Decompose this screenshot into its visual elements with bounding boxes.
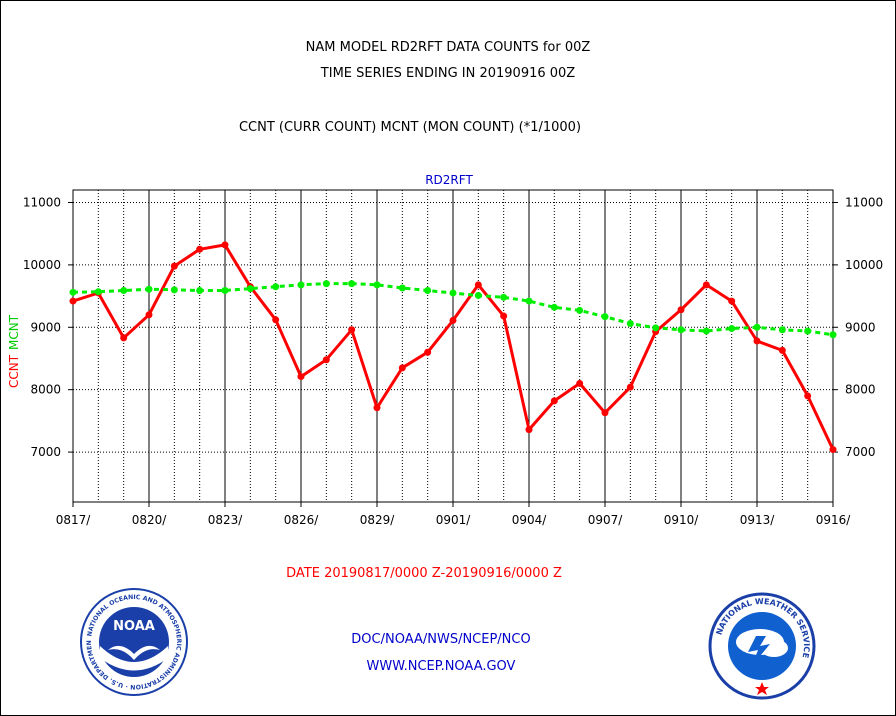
data-point-ccnt bbox=[170, 262, 178, 270]
data-point-ccnt bbox=[677, 306, 685, 314]
data-point-mcnt bbox=[753, 323, 761, 331]
data-point-mcnt bbox=[525, 297, 533, 305]
data-point-mcnt bbox=[424, 286, 432, 294]
axes: 7000 7000 8000 8000 9000 9000 10000 10000 11000 1… bbox=[23, 189, 883, 527]
data-point-ccnt bbox=[449, 316, 457, 324]
series-layer bbox=[69, 241, 837, 454]
x-tick-label: 0910/ bbox=[664, 513, 700, 527]
data-point-mcnt bbox=[500, 293, 508, 301]
data-point-mcnt bbox=[550, 303, 558, 311]
data-point-mcnt bbox=[69, 288, 77, 296]
data-point-mcnt bbox=[778, 326, 786, 334]
y-axis-label-ccnt: CCNT bbox=[7, 354, 21, 388]
data-point-mcnt bbox=[652, 324, 660, 332]
data-point-ccnt bbox=[778, 346, 786, 354]
x-tick-label: 0823/ bbox=[208, 513, 244, 527]
data-point-ccnt bbox=[702, 281, 710, 289]
grid bbox=[73, 190, 833, 502]
y-tick-label-right: 7000 bbox=[845, 445, 876, 459]
y-tick-label-right: 9000 bbox=[845, 320, 876, 334]
data-point-mcnt bbox=[626, 320, 634, 328]
data-point-mcnt bbox=[94, 288, 102, 296]
data-point-mcnt bbox=[196, 286, 204, 294]
data-point-ccnt bbox=[728, 297, 736, 305]
y-tick-label-left: 8000 bbox=[30, 383, 61, 397]
date-range-label: DATE 20190817/0000 Z-20190916/0000 Z bbox=[286, 566, 562, 581]
data-point-mcnt bbox=[804, 327, 812, 335]
chart-title-line2: TIME SERIES ENDING IN 20190916 00Z bbox=[320, 66, 576, 81]
y-tick-label-left: 9000 bbox=[30, 320, 61, 334]
data-point-ccnt bbox=[272, 316, 280, 324]
noaa-logo-text: NOAA bbox=[113, 619, 155, 634]
url-link[interactable]: WWW.NCEP.NOAA.GOV bbox=[366, 659, 516, 674]
data-point-mcnt bbox=[170, 286, 178, 294]
data-point-mcnt bbox=[677, 326, 685, 334]
data-point-ccnt bbox=[373, 404, 381, 412]
data-point-mcnt bbox=[829, 331, 837, 339]
data-point-mcnt bbox=[272, 283, 280, 291]
x-tick-label: 0904/ bbox=[512, 513, 548, 527]
data-point-ccnt bbox=[829, 446, 837, 454]
x-tick-label: 0817/ bbox=[56, 513, 92, 527]
data-point-ccnt bbox=[576, 379, 584, 387]
nws-logo: NATIONAL WEATHER SERVICE bbox=[708, 592, 816, 700]
data-point-ccnt bbox=[804, 392, 812, 400]
x-tick-label: 0907/ bbox=[588, 513, 624, 527]
org-label: DOC/NOAA/NWS/NCEP/NCO bbox=[351, 632, 531, 647]
data-point-ccnt bbox=[550, 397, 558, 405]
data-point-mcnt bbox=[728, 325, 736, 333]
y-axis-label-mcnt: MCNT bbox=[7, 314, 21, 350]
seagull-icon bbox=[108, 645, 160, 660]
y-tick-label-right: 8000 bbox=[845, 383, 876, 397]
data-point-ccnt bbox=[398, 364, 406, 372]
y-tick-label-left: 7000 bbox=[30, 445, 61, 459]
data-point-ccnt bbox=[348, 326, 356, 334]
data-point-mcnt bbox=[373, 281, 381, 289]
lightning-icon bbox=[748, 636, 770, 666]
y-tick-label-right: 11000 bbox=[845, 195, 883, 209]
y-tick-label-right: 10000 bbox=[845, 258, 883, 272]
y-tick-label-left: 10000 bbox=[23, 258, 61, 272]
data-point-ccnt bbox=[297, 373, 305, 381]
data-point-ccnt bbox=[626, 383, 634, 391]
panel-title: RD2RFT bbox=[425, 173, 473, 187]
data-point-mcnt bbox=[398, 284, 406, 292]
noaa-logo: NATIONAL OCEANIC AND ATMOSPHERIC ADMINIS… bbox=[80, 588, 188, 696]
y-tick-label-left: 11000 bbox=[23, 195, 61, 209]
data-point-mcnt bbox=[322, 280, 330, 288]
data-point-ccnt bbox=[424, 348, 432, 356]
x-tick-label: 0901/ bbox=[436, 513, 472, 527]
x-tick-label: 0913/ bbox=[740, 513, 776, 527]
data-point-ccnt bbox=[69, 297, 77, 305]
data-point-mcnt bbox=[449, 289, 457, 297]
data-point-ccnt bbox=[500, 312, 508, 320]
data-point-ccnt bbox=[120, 334, 128, 342]
data-point-mcnt bbox=[576, 306, 584, 314]
x-tick-label: 0829/ bbox=[360, 513, 396, 527]
data-point-ccnt bbox=[753, 337, 761, 345]
data-point-mcnt bbox=[348, 280, 356, 288]
data-point-ccnt bbox=[525, 426, 533, 434]
data-point-mcnt bbox=[702, 327, 710, 335]
x-tick-label: 0820/ bbox=[132, 513, 168, 527]
star-icon bbox=[755, 682, 769, 695]
data-point-ccnt bbox=[322, 356, 330, 364]
data-point-ccnt bbox=[196, 245, 204, 253]
data-point-ccnt bbox=[474, 281, 482, 289]
data-point-ccnt bbox=[145, 311, 153, 319]
data-point-mcnt bbox=[221, 286, 229, 294]
chart-subtitle: CCNT (CURR COUNT) MCNT (MON COUNT) (*1/1… bbox=[238, 120, 582, 135]
data-point-mcnt bbox=[145, 285, 153, 293]
x-tick-label: 0916/ bbox=[816, 513, 852, 527]
data-point-mcnt bbox=[120, 286, 128, 294]
data-point-mcnt bbox=[601, 313, 609, 321]
data-point-ccnt bbox=[601, 409, 609, 417]
chart-title-line1: NAM MODEL RD2RFT DATA COUNTS for 00Z bbox=[305, 40, 591, 55]
data-point-mcnt bbox=[474, 291, 482, 299]
x-tick-label: 0826/ bbox=[284, 513, 320, 527]
data-point-mcnt bbox=[246, 285, 254, 293]
data-point-mcnt bbox=[297, 281, 305, 289]
data-point-ccnt bbox=[221, 241, 229, 249]
